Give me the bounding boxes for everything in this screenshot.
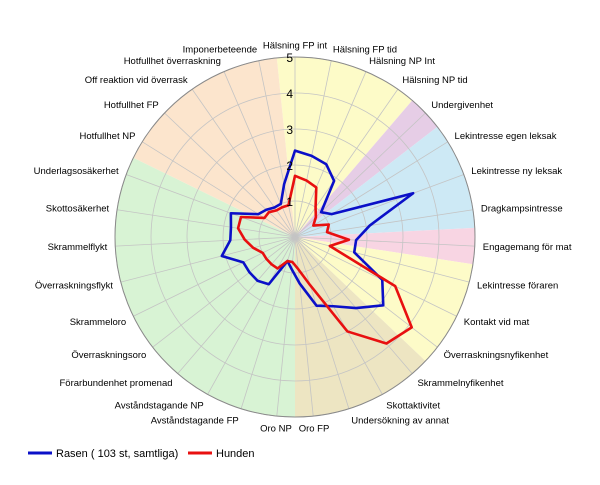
category-label: Oro FP [299, 424, 330, 435]
category-label: Hälsning NP Int [369, 56, 435, 67]
grid-spoke [115, 236, 296, 247]
category-label: Undersökning av annat [351, 416, 449, 427]
category-label: Hälsning FP int [263, 41, 328, 52]
grid-spoke [142, 141, 296, 238]
category-label: Överraskningsflykt [35, 281, 113, 292]
legend: Rasen ( 103 st, samtliga) Hunden [28, 448, 255, 460]
grid-spoke [294, 236, 470, 283]
grid-spoke [133, 236, 296, 317]
grid-spoke [294, 236, 475, 247]
grid-spoke [294, 236, 438, 348]
category-label: Skrammeloro [70, 317, 127, 328]
grid-spoke [294, 209, 473, 238]
grid-spoke [191, 89, 296, 238]
grid-spoke [294, 89, 399, 238]
category-label: Undergivenhet [431, 100, 493, 111]
legend-label: Hunden [216, 448, 255, 460]
category-label: Off reaktion vid överrask [85, 75, 188, 86]
category-label: Skottaktivitet [386, 400, 440, 411]
category-label: Imponerbeteende [183, 44, 257, 55]
category-label: Underlagsosäkerhet [34, 166, 119, 177]
grid-spoke [126, 174, 296, 238]
grid-spoke [152, 236, 296, 348]
category-label: Skrammelflykt [48, 242, 108, 253]
grid-spoke [294, 236, 350, 409]
category-label: Skottosäkerhet [46, 203, 110, 214]
tick-label: 1 [286, 195, 293, 209]
category-label: Dragkampsintresse [481, 203, 563, 214]
grid-spoke [294, 174, 464, 238]
grid-spoke [117, 209, 296, 238]
category-label: Hälsning NP tid [402, 75, 467, 86]
category-label: Kontakt vid mat [464, 317, 530, 328]
category-label: Oro NP [260, 424, 292, 435]
category-label: Överraskningsnyfikenhet [444, 350, 549, 361]
tick-label: 5 [286, 51, 293, 65]
tick-label: 4 [286, 87, 293, 101]
radar-grid [114, 56, 476, 418]
grid-spoke [258, 60, 296, 238]
category-label: Hotfullhet FP [104, 100, 159, 111]
grid-spoke [240, 236, 296, 409]
grid-spoke [207, 236, 296, 395]
grid-spoke [177, 236, 296, 374]
series-line-dog [236, 174, 414, 345]
category-label: Avståndstagande FP [151, 416, 239, 427]
background-sector [133, 57, 295, 237]
tick-label: 3 [286, 123, 293, 137]
outer-circle [114, 56, 476, 418]
category-label: Lekintresse föraren [477, 281, 558, 292]
category-label: Förarbundenhet promenad [60, 378, 173, 389]
grid-spoke [294, 236, 314, 417]
category-label: Skrammelnyfikenhet [417, 378, 503, 389]
grid-spoke [164, 112, 296, 238]
category-label: Lekintresse ny leksak [471, 166, 562, 177]
grid-spoke [294, 71, 367, 238]
category-label: Lekintresse egen leksak [455, 131, 557, 142]
category-label: Avståndstagande NP [115, 400, 204, 411]
radial-tick-labels: 1 2 3 4 5 [286, 51, 293, 209]
grid-spoke [276, 236, 296, 417]
category-label: Hälsning FP tid [333, 44, 397, 55]
category-label: Hotfullhet överraskning [124, 56, 221, 67]
grid-spoke [294, 141, 448, 238]
category-label: Engagemang för mat [483, 242, 572, 253]
background-sector [115, 157, 295, 418]
grid-spoke [120, 236, 296, 283]
grid-spoke [294, 236, 383, 395]
grid-spoke [294, 236, 413, 374]
background-sector [295, 237, 426, 417]
category-label: Överraskningsoro [71, 350, 146, 361]
tick-label: 2 [286, 159, 293, 173]
series-lines [220, 149, 415, 345]
series-line-breed [220, 149, 415, 310]
grid-spoke [223, 71, 296, 238]
category-label: Hotfullhet NP [79, 131, 135, 142]
grid-spoke [294, 236, 457, 317]
grid-spoke [294, 60, 332, 238]
legend-label: Rasen ( 103 st, samtliga) [56, 448, 178, 460]
background-sector [276, 56, 413, 237]
